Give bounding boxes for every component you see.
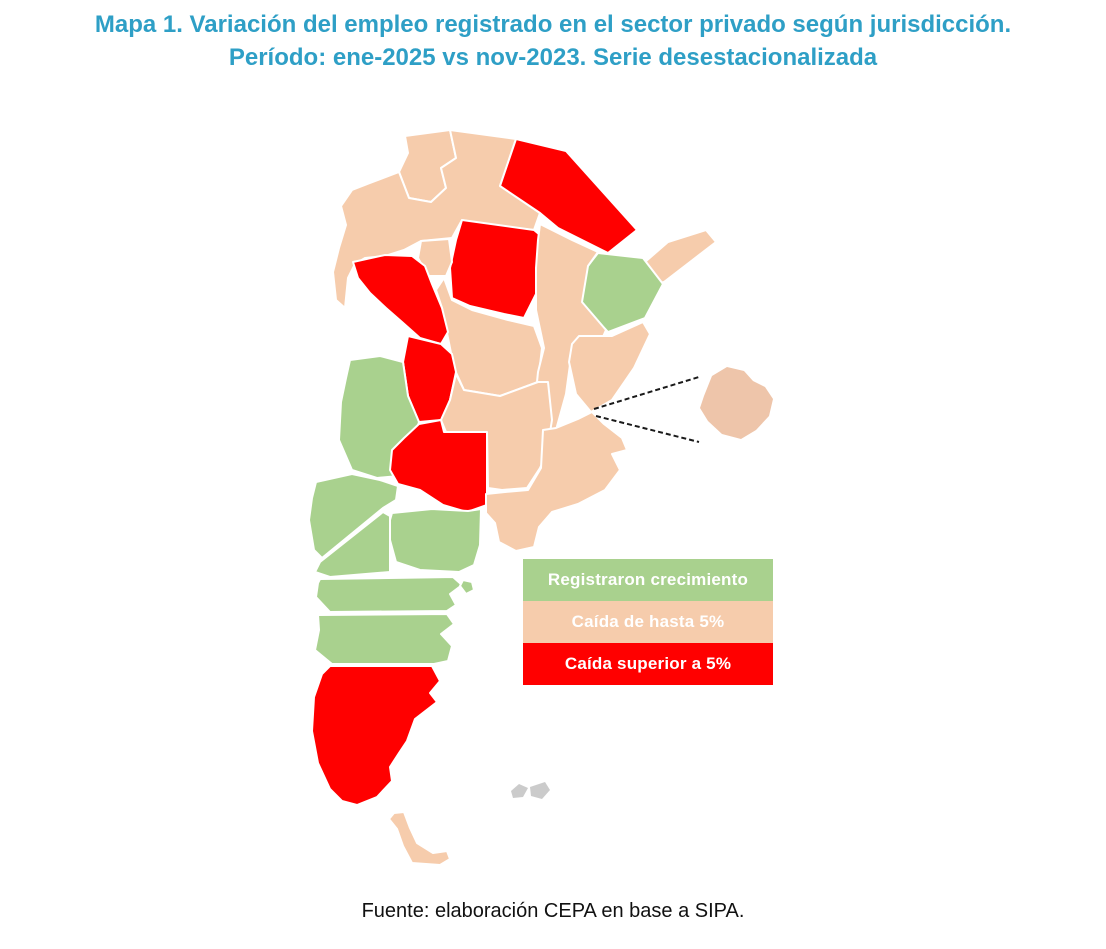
provinces-layer: JujuySaltaFormosaChacoMisionesCorrientes… [308,129,773,866]
legend-label-growth: Registraron crecimiento [547,570,749,589]
title-line-1: Mapa 1. Variación del empleo registrado … [94,11,1012,38]
province-chubut: Chubut [314,613,455,665]
province-chaco: Chaco [449,219,547,319]
province-santa-fe: Santa Fe [533,223,607,433]
province-formosa: Formosa [499,138,638,254]
legend: Registraron crecimiento Caída de hasta 5%… [523,559,773,685]
province-malvinas-east: Islas Malvinas [530,782,550,799]
legend-item-growth: Registraron crecimiento [523,559,773,601]
province-peninsula-valdes: Península Valdés [459,579,475,595]
province-malvinas-west: Islas Malvinas [511,784,528,798]
legend-item-fall_up_to_5: Caída de hasta 5% [523,601,773,643]
province-neuquen: Neuquén [314,511,391,578]
inset-pointer-line-top [593,376,700,410]
legend-label-fall_up_to_5: Caída de hasta 5% [571,612,725,631]
argentina-map: JujuySaltaFormosaChacoMisionesCorrientes… [290,115,790,885]
province-cordoba: Córdoba [440,373,553,491]
province-entre-rios: Entre Ríos [568,321,651,413]
source-note: Fuente: elaboración CEPA en base a SIPA. [361,900,745,922]
province-buenos-aires: Buenos Aires [485,411,628,552]
legend-item-fall_over_5: Caída superior a 5% [523,643,773,685]
map-extras-layer [593,376,700,443]
province-la-pampa: La Pampa [389,508,482,573]
inset-pointer-line-bottom [595,415,700,443]
title-line-2: Período: ene-2025 vs nov-2023. Serie des… [228,44,878,71]
province-rio-negro: Río Negro [315,576,463,613]
province-san-luis: San Luis [389,419,488,513]
argentina-map-svg: JujuySaltaFormosaChacoMisionesCorrientes… [308,129,773,866]
page-title: Mapa 1. Variación del empleo registrado … [0,8,1106,74]
province-catamarca: Catamarca [352,254,449,345]
province-tierra-del-fuego: Tierra del Fuego [388,811,451,866]
legend-label-fall_over_5: Caída superior a 5% [564,654,732,673]
province-caba: Ciudad de Buenos Aires [700,367,773,439]
province-santa-cruz: Santa Cruz [311,665,441,806]
province-mendoza: Mendoza [308,473,399,559]
province-tucuman: Tucumán [417,238,453,277]
